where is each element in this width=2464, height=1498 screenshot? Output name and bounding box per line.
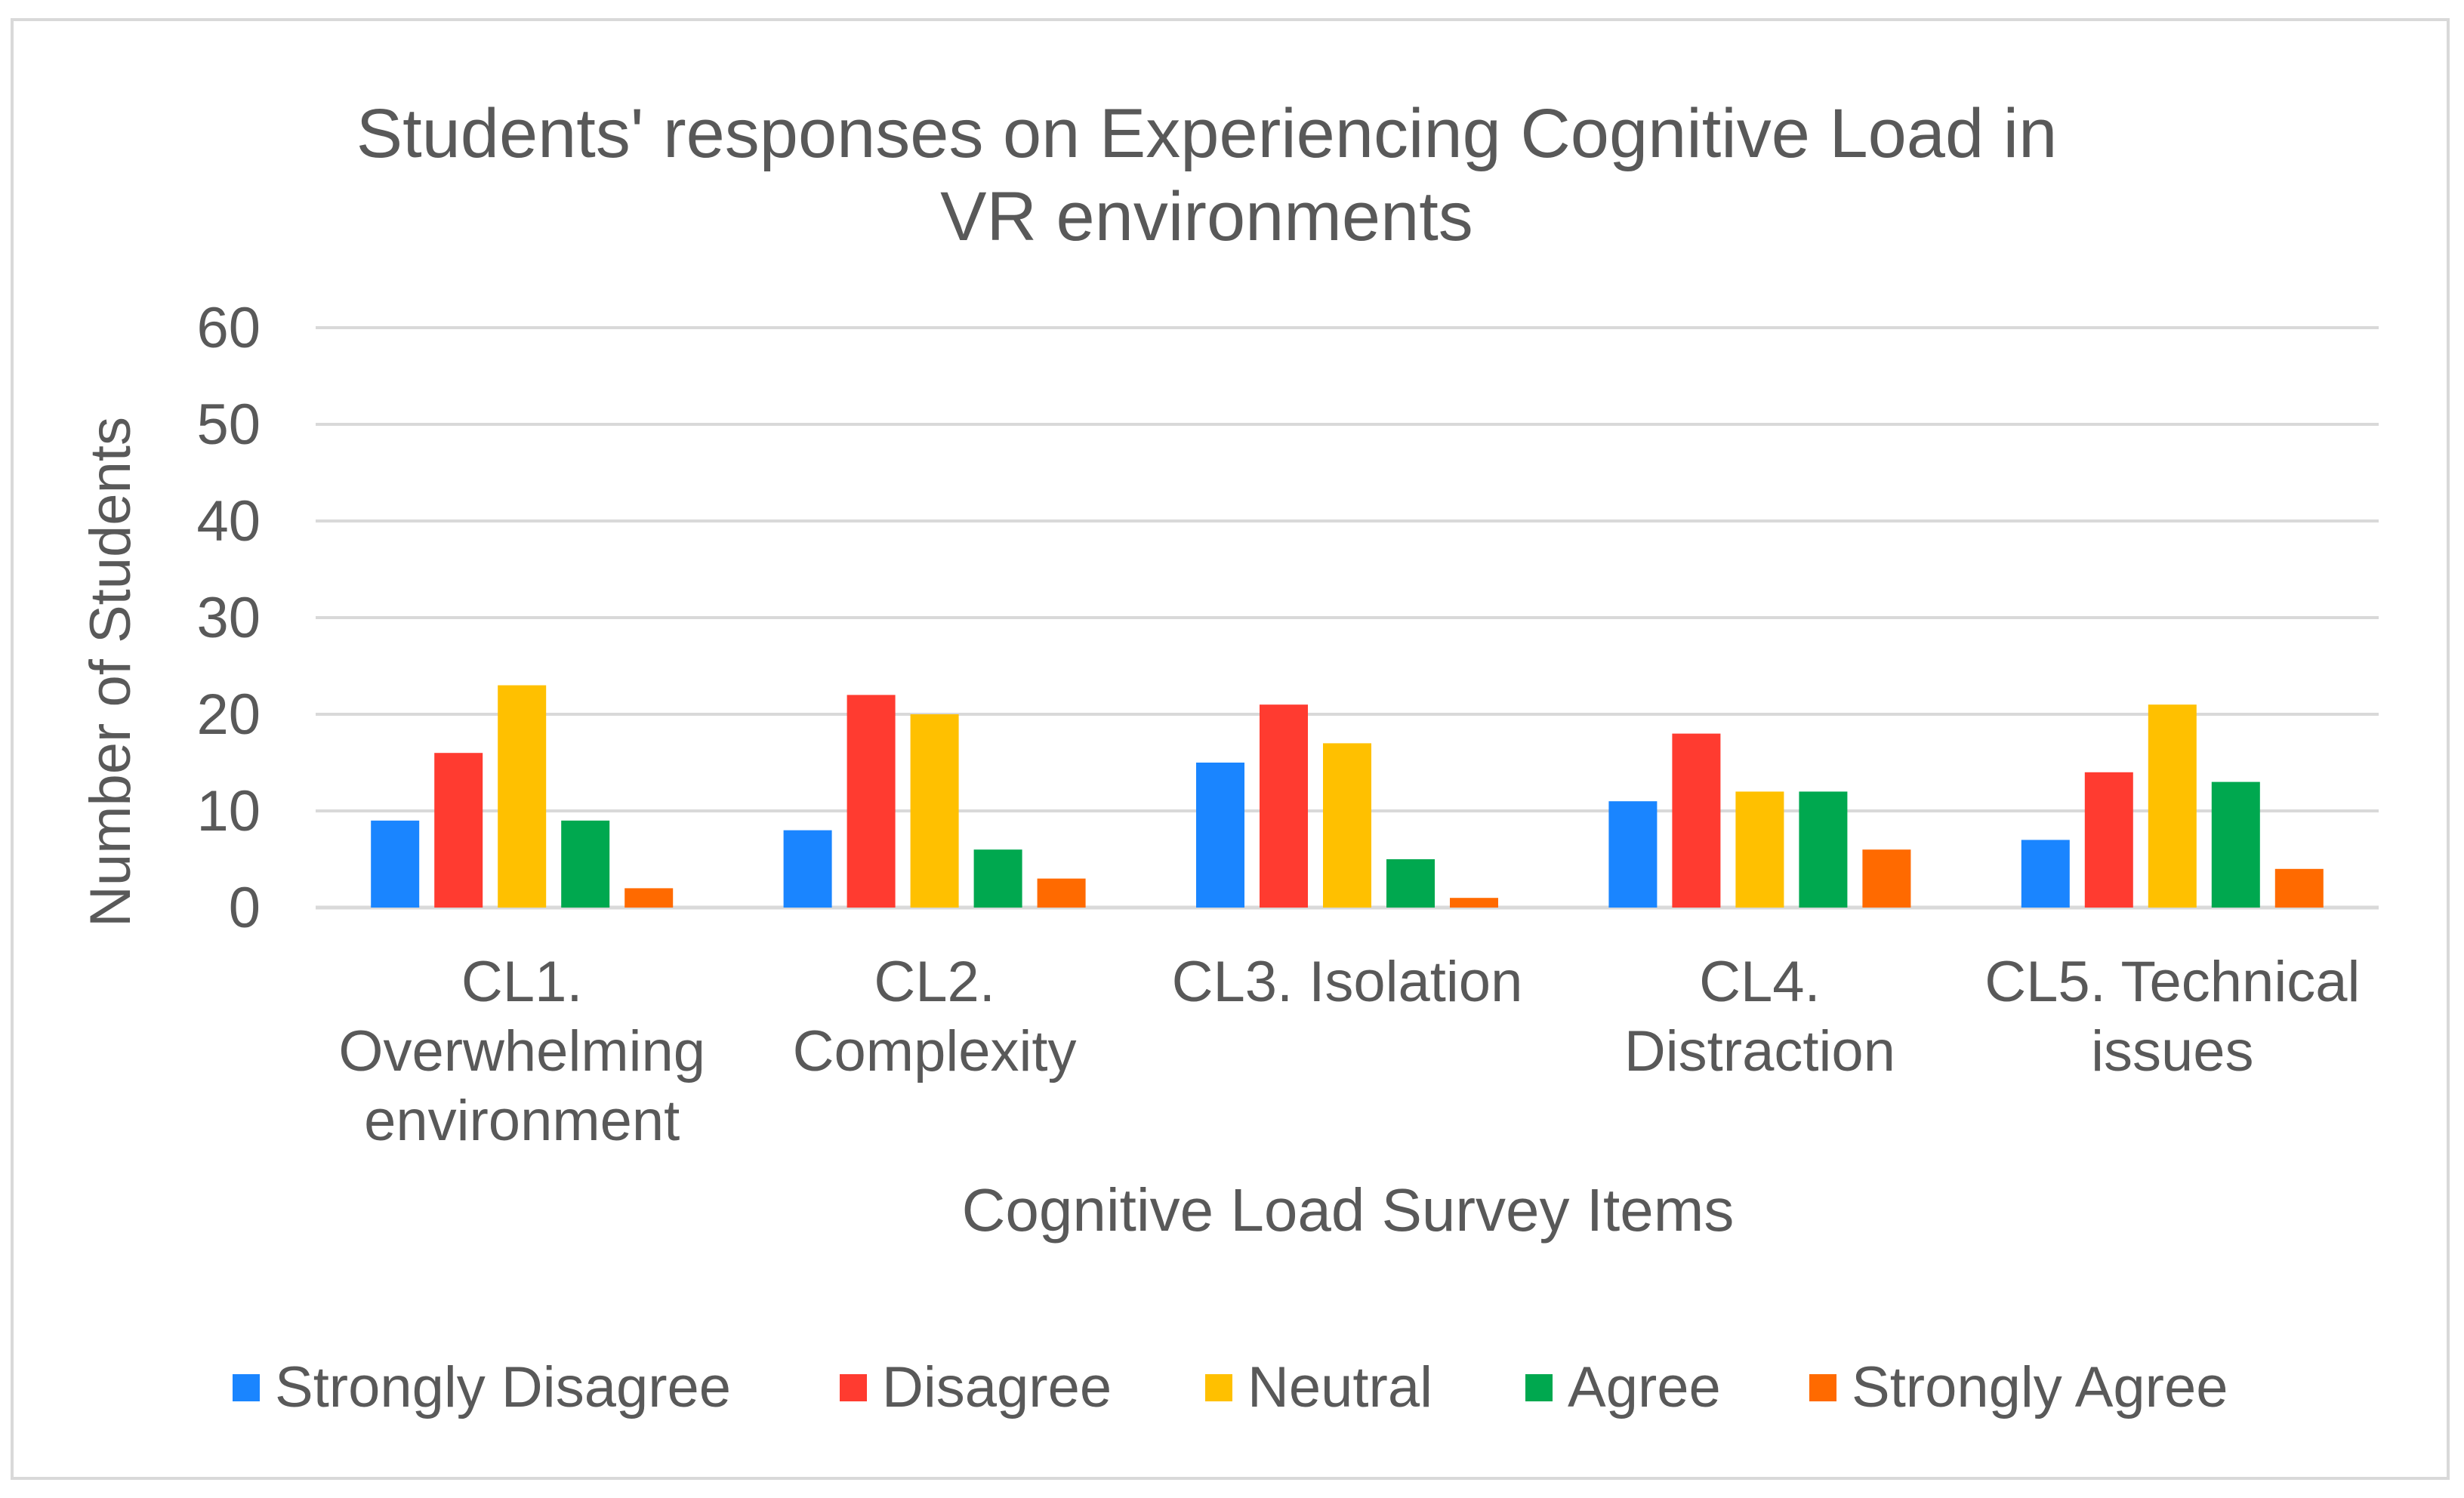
bar-disagree [1260, 704, 1308, 908]
legend-swatch [840, 1374, 867, 1401]
bar-strongly-agree [624, 888, 674, 908]
x-tick-label: CL1. [461, 950, 583, 1014]
x-tick-label: CL3. Isolation [1172, 950, 1523, 1014]
x-tick-label: Overwhelming [338, 1019, 705, 1083]
legend-label: Strongly Agree [1852, 1355, 2228, 1419]
legend-swatch [233, 1374, 260, 1401]
y-tick-label: 10 [196, 779, 261, 843]
bar-neutral [1735, 791, 1784, 908]
x-tick-label: CL5. Technical [1984, 950, 2360, 1014]
legend-label: Strongly Disagree [275, 1355, 731, 1419]
bar-strongly-disagree [1608, 801, 1658, 908]
x-tick-label: Distraction [1624, 1019, 1895, 1083]
legend-swatch [1525, 1374, 1553, 1401]
bar-disagree [1672, 733, 1721, 908]
chart-title: Students' responses on Experiencing Cogn… [356, 95, 2058, 255]
bar-disagree [847, 695, 896, 908]
y-tick-label: 30 [196, 586, 261, 650]
bar-agree [561, 820, 610, 908]
y-tick-label: 50 [196, 393, 261, 457]
x-tick-label: issues [2091, 1019, 2253, 1083]
chart-frame [11, 18, 2450, 1480]
legend-label: Neutral [1247, 1355, 1432, 1419]
bar-neutral [2148, 704, 2197, 908]
bar-strongly-disagree [783, 830, 832, 908]
y-axis-label: Number of Students [79, 417, 143, 927]
legend-swatch [1809, 1374, 1836, 1401]
chart-title-line: VR environments [940, 178, 1473, 255]
bar-agree [1799, 791, 1848, 908]
bar-disagree [2084, 772, 2133, 908]
legend-label: Disagree [882, 1355, 1112, 1419]
x-tick-label: CL2. [874, 950, 995, 1014]
bar-agree [973, 849, 1022, 908]
bar-strongly-agree [2274, 868, 2324, 908]
bar-strongly-agree [1037, 878, 1086, 908]
bar-neutral [1323, 743, 1371, 908]
y-axis-ticks: 0 10 20 30 40 50 60 [196, 296, 261, 940]
legend: Strongly Disagree Disagree Neutral Agree Str… [233, 1355, 2228, 1419]
bar-disagree [434, 753, 483, 908]
bar-strongly-agree [1862, 849, 1911, 908]
legend-swatch [1205, 1374, 1232, 1401]
x-tick-label: environment [364, 1089, 680, 1153]
bar-neutral [910, 714, 959, 908]
y-tick-label: 20 [196, 683, 261, 747]
x-tick-label: Complexity [793, 1019, 1077, 1083]
x-tick-label: CL4. [1699, 950, 1821, 1014]
bar-strongly-agree [1450, 898, 1498, 908]
legend-label: Agree [1568, 1355, 1721, 1419]
bar-strongly-disagree [371, 820, 420, 908]
y-tick-label: 40 [196, 489, 261, 553]
bar-agree [1386, 859, 1435, 908]
bar-neutral [498, 685, 547, 908]
y-tick-label: 0 [229, 876, 261, 940]
bars [371, 685, 2324, 908]
x-axis-label: Cognitive Load Survey Items [962, 1176, 1735, 1244]
chart-title-line: Students' responses on Experiencing Cogn… [356, 95, 2058, 172]
bar-strongly-disagree [1196, 763, 1244, 908]
y-tick-label: 60 [196, 296, 261, 360]
bar-agree [2211, 781, 2260, 908]
bar-strongly-disagree [2021, 840, 2070, 908]
